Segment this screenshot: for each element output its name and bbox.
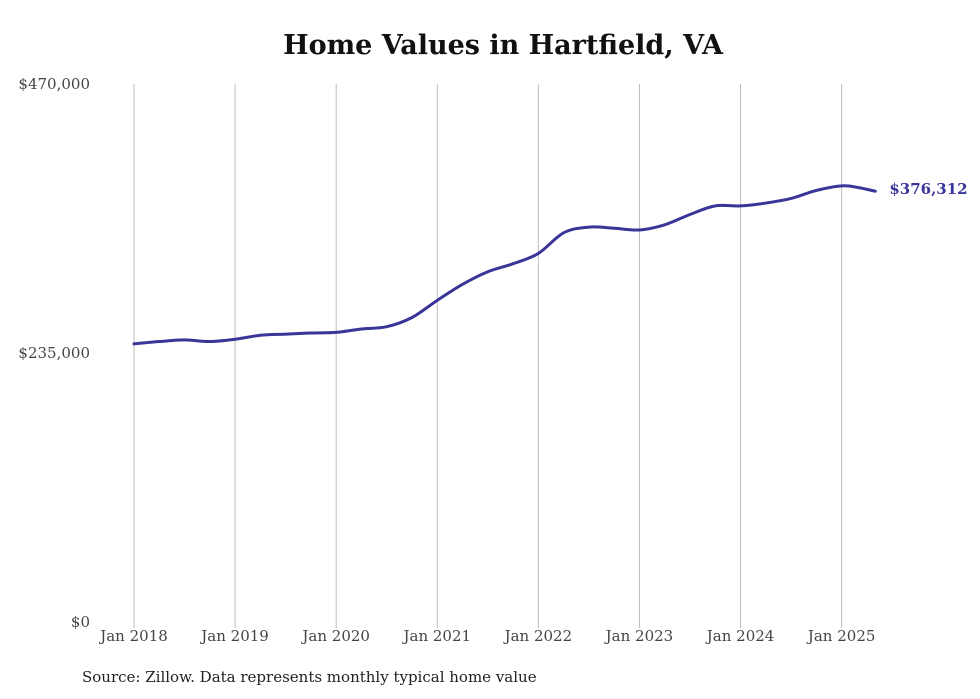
y-tick-label: $470,000 [18, 75, 90, 93]
source-note: Source: Zillow. Data represents monthly … [82, 668, 537, 686]
series-line [132, 184, 877, 346]
x-tick-label: Jan 2018 [98, 627, 168, 645]
x-tick-label: Jan 2019 [199, 627, 269, 645]
x-tick-label: Jan 2023 [604, 627, 674, 645]
x-tick-label: Jan 2024 [705, 627, 775, 645]
y-tick-label: $235,000 [18, 344, 90, 362]
x-axis-ticks: Jan 2018 Jan 2019 Jan 2020 Jan 2021 Jan 2022… [98, 627, 875, 645]
grid-lines [133, 84, 843, 628]
end-value-label: $376,312 [889, 180, 967, 198]
x-tick-label: Jan 2022 [503, 627, 573, 645]
chart-title: Home Values in Hartfield, VA [283, 30, 723, 61]
x-tick-label: Jan 2025 [806, 627, 876, 645]
x-tick-label: Jan 2020 [300, 627, 370, 645]
x-tick-label: Jan 2021 [401, 627, 471, 645]
end-labels: $376,312 [889, 180, 967, 198]
y-tick-label: $0 [71, 613, 90, 631]
series-lines [132, 184, 877, 346]
y-axis-ticks: $0 $235,000 $470,000 [18, 75, 90, 631]
